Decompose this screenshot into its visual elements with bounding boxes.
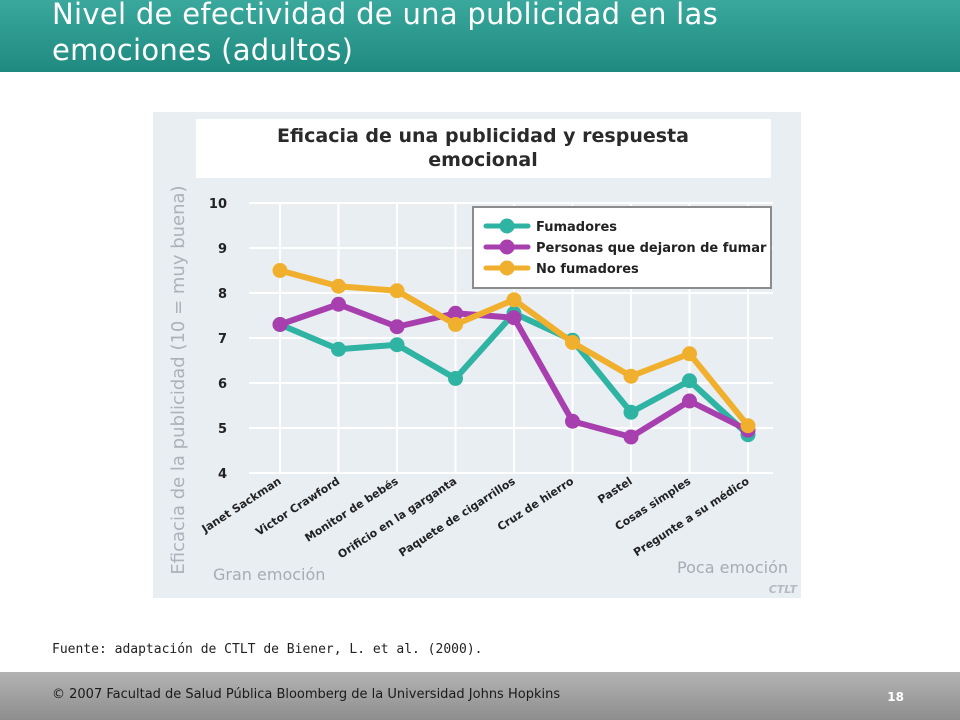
data-point	[331, 296, 346, 312]
ctlt-watermark: CTLT	[769, 583, 799, 596]
slide-title-line2: emociones (adultos)	[52, 33, 354, 67]
x-tick-label: Monitor de bebés	[303, 474, 402, 544]
data-point	[331, 341, 346, 357]
data-point	[389, 337, 405, 353]
footer-bar: © 2007 Facultad de Salud Pública Bloombe…	[0, 672, 960, 720]
chart-title-box	[196, 119, 771, 178]
x-tick-label: Pregunte a su médico	[631, 474, 752, 559]
y-tick-label: 10	[209, 197, 227, 212]
page-number: 18	[887, 690, 904, 704]
legend: Fumadores Personas que dejaron de fumar No…	[472, 206, 772, 289]
legend-label: Fumadores	[536, 220, 617, 235]
data-point	[272, 263, 288, 278]
data-point	[565, 335, 580, 350]
data-point	[623, 429, 639, 445]
legend-swatch-marker	[499, 218, 515, 234]
data-point	[682, 346, 697, 362]
x-tick-label: Paquete de cigarrillos	[397, 474, 518, 559]
legend-swatch-marker	[499, 239, 515, 255]
data-point	[682, 373, 697, 389]
y-tick-label: 5	[218, 422, 227, 437]
slide-title-line1: Nivel de efectividad de una publicidad e…	[52, 0, 718, 31]
y-tick-label: 9	[218, 242, 227, 257]
data-point	[506, 310, 522, 326]
data-point	[623, 368, 639, 384]
data-point	[448, 317, 463, 332]
footer-label: 2007 Facultad de Salud Pública Bloomberg…	[65, 687, 561, 702]
chart-title-line1: Eficacia de una publicidad y respuesta	[277, 125, 689, 147]
footer-text: © 2007 Facultad de Salud Pública Bloombe…	[52, 687, 560, 702]
annotation-poca-emocion: Poca emoción	[677, 558, 788, 577]
chart-svg: Eficacia de una publicidad y respuesta e…	[168, 119, 799, 596]
data-point	[448, 371, 463, 386]
legend-label: No fumadores	[536, 262, 639, 277]
data-point	[448, 305, 463, 321]
y-tick-label: 6	[218, 377, 227, 392]
annotation-gran-emocion: Gran emoción	[213, 565, 325, 584]
data-point	[389, 283, 405, 299]
source-note: Fuente: adaptación de CTLT de Biener, L.…	[52, 642, 483, 657]
data-point	[272, 317, 288, 332]
y-tick-label: 4	[218, 467, 227, 482]
legend-swatch-marker	[499, 260, 515, 276]
data-point	[623, 404, 639, 420]
legend-label: Personas que dejaron de fumar	[536, 241, 767, 256]
data-point	[389, 319, 405, 335]
chart-title-line2: emocional	[428, 149, 537, 171]
data-point	[506, 292, 522, 308]
x-tick-label: Pastel	[595, 475, 634, 507]
chart-figure: Eficacia de una publicidad y respuesta e…	[153, 112, 801, 598]
data-point	[740, 418, 756, 434]
y-axis-label: Eficacia de la publicidad (10 = muy buen…	[168, 185, 189, 574]
data-point	[565, 413, 580, 429]
data-point	[682, 393, 697, 409]
slide-title: Nivel de efectividad de una publicidad e…	[52, 0, 932, 68]
data-point	[331, 278, 346, 294]
y-tick-label: 8	[218, 287, 227, 302]
title-bar: Nivel de efectividad de una publicidad e…	[0, 0, 960, 72]
y-tick-label: 7	[218, 332, 227, 347]
copyright-icon: ©	[52, 687, 65, 702]
